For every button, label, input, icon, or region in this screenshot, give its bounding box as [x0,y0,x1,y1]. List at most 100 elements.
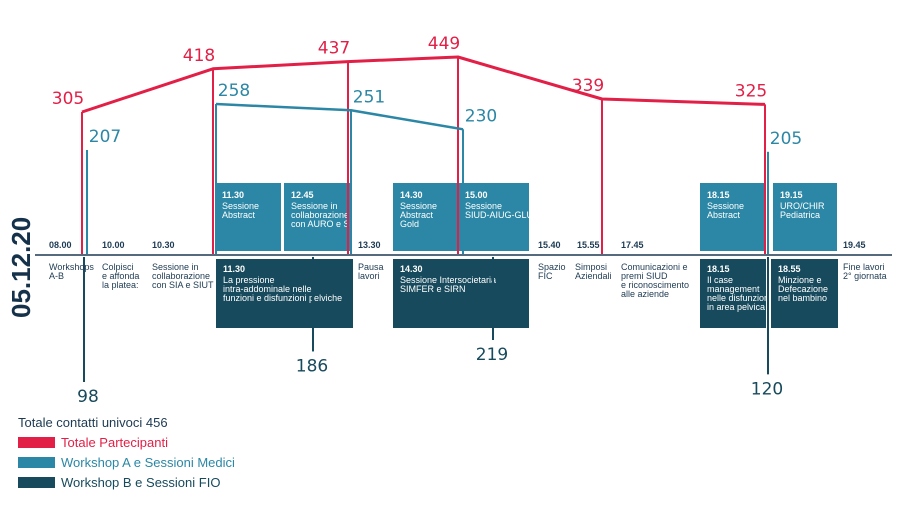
series-line-workshop-a [215,102,464,131]
data-label-workshop-a: 251 [353,87,385,107]
data-label-total: 325 [735,81,767,101]
timeline-note: lavori [358,271,380,281]
session-a-text: SIUD-AIUG-GLUP [465,210,539,220]
timeline-note: con SIA e SIUT [152,280,214,290]
timeline-note: premi SIUD [621,271,668,281]
timeline-note: Aziendali [575,271,612,281]
timeline-note: FIC [538,271,553,281]
data-label-workshop-b: 120 [751,379,783,399]
session-b-text: Minzione e [778,275,822,285]
session-b-box [771,259,838,328]
session-a-time: 18.15 [707,190,730,200]
timeline-note: e riconoscimento [621,280,689,290]
session-b-time: 11.30 [223,264,245,274]
data-label-total: 449 [428,34,460,54]
session-b-text: funzioni e disfunzioni pelviche [223,293,342,303]
timeline-note: Pausa [358,262,384,272]
data-label-workshop-b: 186 [296,356,328,376]
timeline-note: Spazio [538,262,566,272]
session-a-text: con AURO e SIU [291,219,359,229]
time-label: 08.00 [49,240,72,250]
session-a-text: Sessione [465,201,502,211]
data-label-workshop-b: 219 [476,345,508,365]
data-label-workshop-a: 205 [770,129,802,149]
time-label: 10.00 [102,240,125,250]
timeline-note: Comunicazioni e [621,262,688,272]
session-b-box [216,259,353,328]
legend-total: Totale contatti univoci 456 [18,414,168,430]
timeline-note: alle aziende [621,289,669,299]
session-b-text: nel bambino [778,293,827,303]
session-a-time: 19.15 [780,190,803,200]
timeline-note: Colpisci [102,262,134,272]
session-b-text: Il case [707,275,733,285]
data-labels: 305 418 437 449 339 325 207 258 251 230 205 98 186 21… [52,34,802,407]
session-a-text: Abstract [222,210,256,220]
legend-label-workshop-a: Workshop A e Sessioni Medici [61,454,235,470]
data-label-total: 418 [183,46,215,66]
session-a-box [393,183,458,251]
session-a-box [700,183,766,251]
session-b-time: 18.15 [707,264,730,274]
timeline-note: A-B [49,271,64,281]
timeline-note: e affonda [102,271,139,281]
session-a-text: Abstract [400,210,434,220]
session-a-text: Pediatrica [780,210,820,220]
session-b-text: La pressione [223,275,275,285]
session-a-box [215,183,281,251]
session-a-time: 14.30 [400,190,423,200]
time-label: 17.45 [621,240,644,250]
timeline-note: collaborazione [152,271,210,281]
legend-item-total: Totale Partecipanti [18,432,235,452]
session-a-box [458,183,529,251]
session-b-box [700,259,766,328]
time-label: 10.30 [152,240,175,250]
time-label: 13.30 [358,240,381,250]
data-label-workshop-a: 207 [89,127,121,147]
session-b-text: intra-addominale nelle [223,284,312,294]
timeline-note: 2° giornata [843,271,887,281]
timeline-note: la platea: [102,280,139,290]
series-line-total [81,55,766,114]
session-a-text: Sessione in [291,201,338,211]
session-a-time: 11.30 [222,190,244,200]
data-label-total: 339 [572,76,604,96]
time-label: 19.45 [843,240,866,250]
session-a-text: Sessione [222,201,259,211]
data-label-total: 437 [318,39,350,59]
legend-label-total: Totale Partecipanti [61,434,168,450]
session-a-text: collaborazione [291,210,349,220]
session-a-box [284,183,351,251]
session-a-text: Sessione [400,201,437,211]
session-a-text: Sessione [707,201,744,211]
date-label: 05.12.20 [6,217,36,318]
data-label-total: 305 [52,89,84,109]
session-a-text: URO/CHIR [780,201,825,211]
timeline-note: Simposi [575,262,607,272]
time-label: 15.55 [577,240,600,250]
session-b-text: Sessione Intersocietaria [400,275,496,285]
legend-swatch-teal [18,456,55,468]
session-b-time: 14.30 [400,264,423,274]
session-b-text: management [707,284,760,294]
session-a-text: Abstract [707,210,741,220]
session-b-time: 18.55 [778,264,801,274]
series-lines [81,55,769,382]
legend: Totale contatti univoci 456 Totale Parte… [18,412,235,492]
data-label-workshop-a: 230 [465,106,497,126]
session-b-text: in area pelvica [707,302,765,312]
timeline-note: Fine lavori [843,262,885,272]
session-a-time: 15.00 [465,190,488,200]
session-b-box [393,259,529,328]
session-b-text: SIMFER e SIRN [400,284,466,294]
legend-label-workshop-b: Workshop B e Sessioni FIO [61,474,221,490]
session-b-text: nelle disfunzioni [707,293,771,303]
data-label-workshop-a: 258 [218,81,250,101]
timeline-text: 08.00 10.00 10.30 13.30 15.40 15.55 17.45 19.45… [49,240,887,299]
legend-swatch-red [18,436,55,448]
timeline-note: Workshops [49,262,94,272]
session-a-time: 12.45 [291,190,314,200]
legend-item-workshop-a: Workshop A e Sessioni Medici [18,452,235,472]
timeline-note: Sessione in [152,262,199,272]
